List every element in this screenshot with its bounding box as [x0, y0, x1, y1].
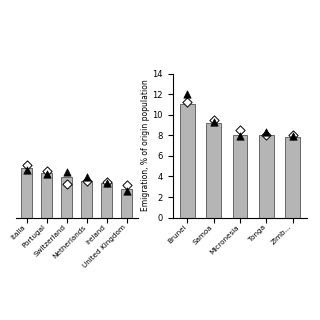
Point — [124, 188, 129, 193]
Point — [211, 117, 216, 123]
Bar — [206, 123, 221, 218]
Point — [104, 179, 109, 184]
Point — [290, 134, 295, 139]
Point — [44, 172, 50, 177]
Point — [237, 134, 243, 139]
Point — [104, 180, 109, 185]
Point — [290, 133, 295, 138]
Point — [264, 130, 269, 135]
Point — [64, 170, 69, 175]
Point — [264, 133, 269, 138]
Bar — [180, 104, 195, 218]
Bar — [61, 178, 72, 218]
Bar — [233, 135, 247, 218]
Point — [84, 178, 89, 183]
Y-axis label: Emigration, % of origin population: Emigration, % of origin population — [141, 80, 150, 212]
Bar — [101, 183, 112, 218]
Point — [185, 100, 190, 105]
Point — [237, 128, 243, 133]
Point — [64, 181, 69, 186]
Bar — [121, 189, 132, 218]
Point — [44, 169, 50, 174]
Point — [24, 163, 29, 168]
Point — [84, 175, 89, 180]
Point — [211, 119, 216, 124]
Bar — [285, 137, 300, 218]
Point — [185, 92, 190, 97]
Bar — [21, 168, 32, 218]
Bar — [259, 135, 274, 218]
Point — [24, 168, 29, 173]
Point — [124, 182, 129, 187]
Bar — [41, 173, 52, 218]
Bar — [81, 180, 92, 218]
